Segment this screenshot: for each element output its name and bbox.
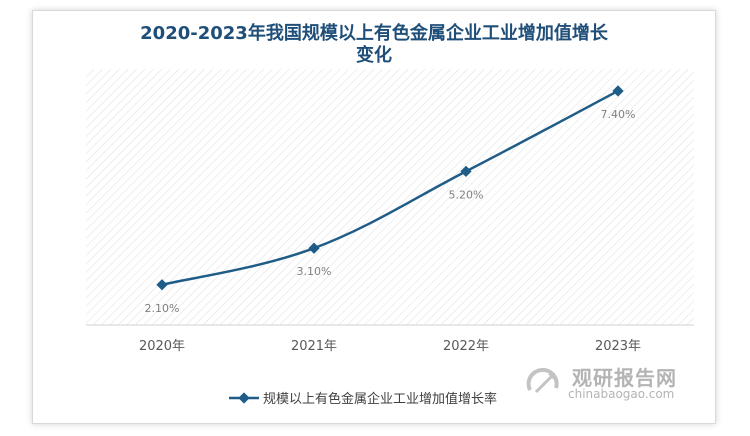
data-point-marker	[460, 165, 472, 178]
x-tick-label: 2021年	[291, 339, 337, 354]
series-line	[161, 89, 619, 286]
chart-title-line-1: 2020-2023年我国规模以上有色金属企业工业增加值增长	[140, 23, 608, 44]
watermark-logo-icon	[526, 367, 559, 394]
legend-marker	[238, 392, 250, 404]
data-labels: 2.10% 3.10% 5.20% 7.40%	[145, 108, 636, 315]
line-chart: 2020年 2021年 2022年 2023年 2.10% 3.10% 5.20% 7.40…	[86, 69, 694, 407]
data-label: 3.10%	[297, 265, 332, 278]
chart-card: 2020-2023年我国规模以上有色金属企业工业增加值增长 变化 2020年 20…	[32, 10, 716, 424]
plot-area	[86, 69, 694, 325]
series-markers	[156, 85, 624, 291]
x-axis-labels: 2020年 2021年 2022年 2023年	[139, 339, 641, 354]
data-label: 2.10%	[145, 302, 180, 315]
legend: 规模以上有色金属企业工业增加值增长率	[229, 391, 497, 407]
legend-label: 规模以上有色金属企业工业增加值增长率	[263, 391, 497, 407]
watermark-cn: 观研报告网	[572, 366, 677, 390]
chart-title-line-2: 变化	[356, 45, 392, 66]
x-tick-label: 2020年	[139, 339, 185, 354]
data-point-marker	[308, 242, 320, 254]
x-tick-label: 2022年	[443, 339, 489, 354]
data-label: 5.20%	[449, 188, 484, 201]
watermark-en: chinabaogao.com	[568, 387, 675, 401]
chart-title: 2020-2023年我国规模以上有色金属企业工业增加值增长 变化	[33, 23, 715, 67]
x-tick-label: 2023年	[595, 339, 641, 354]
data-label: 7.40%	[601, 108, 636, 121]
watermark: 观研报告网 chinabaogao.com	[510, 358, 710, 408]
